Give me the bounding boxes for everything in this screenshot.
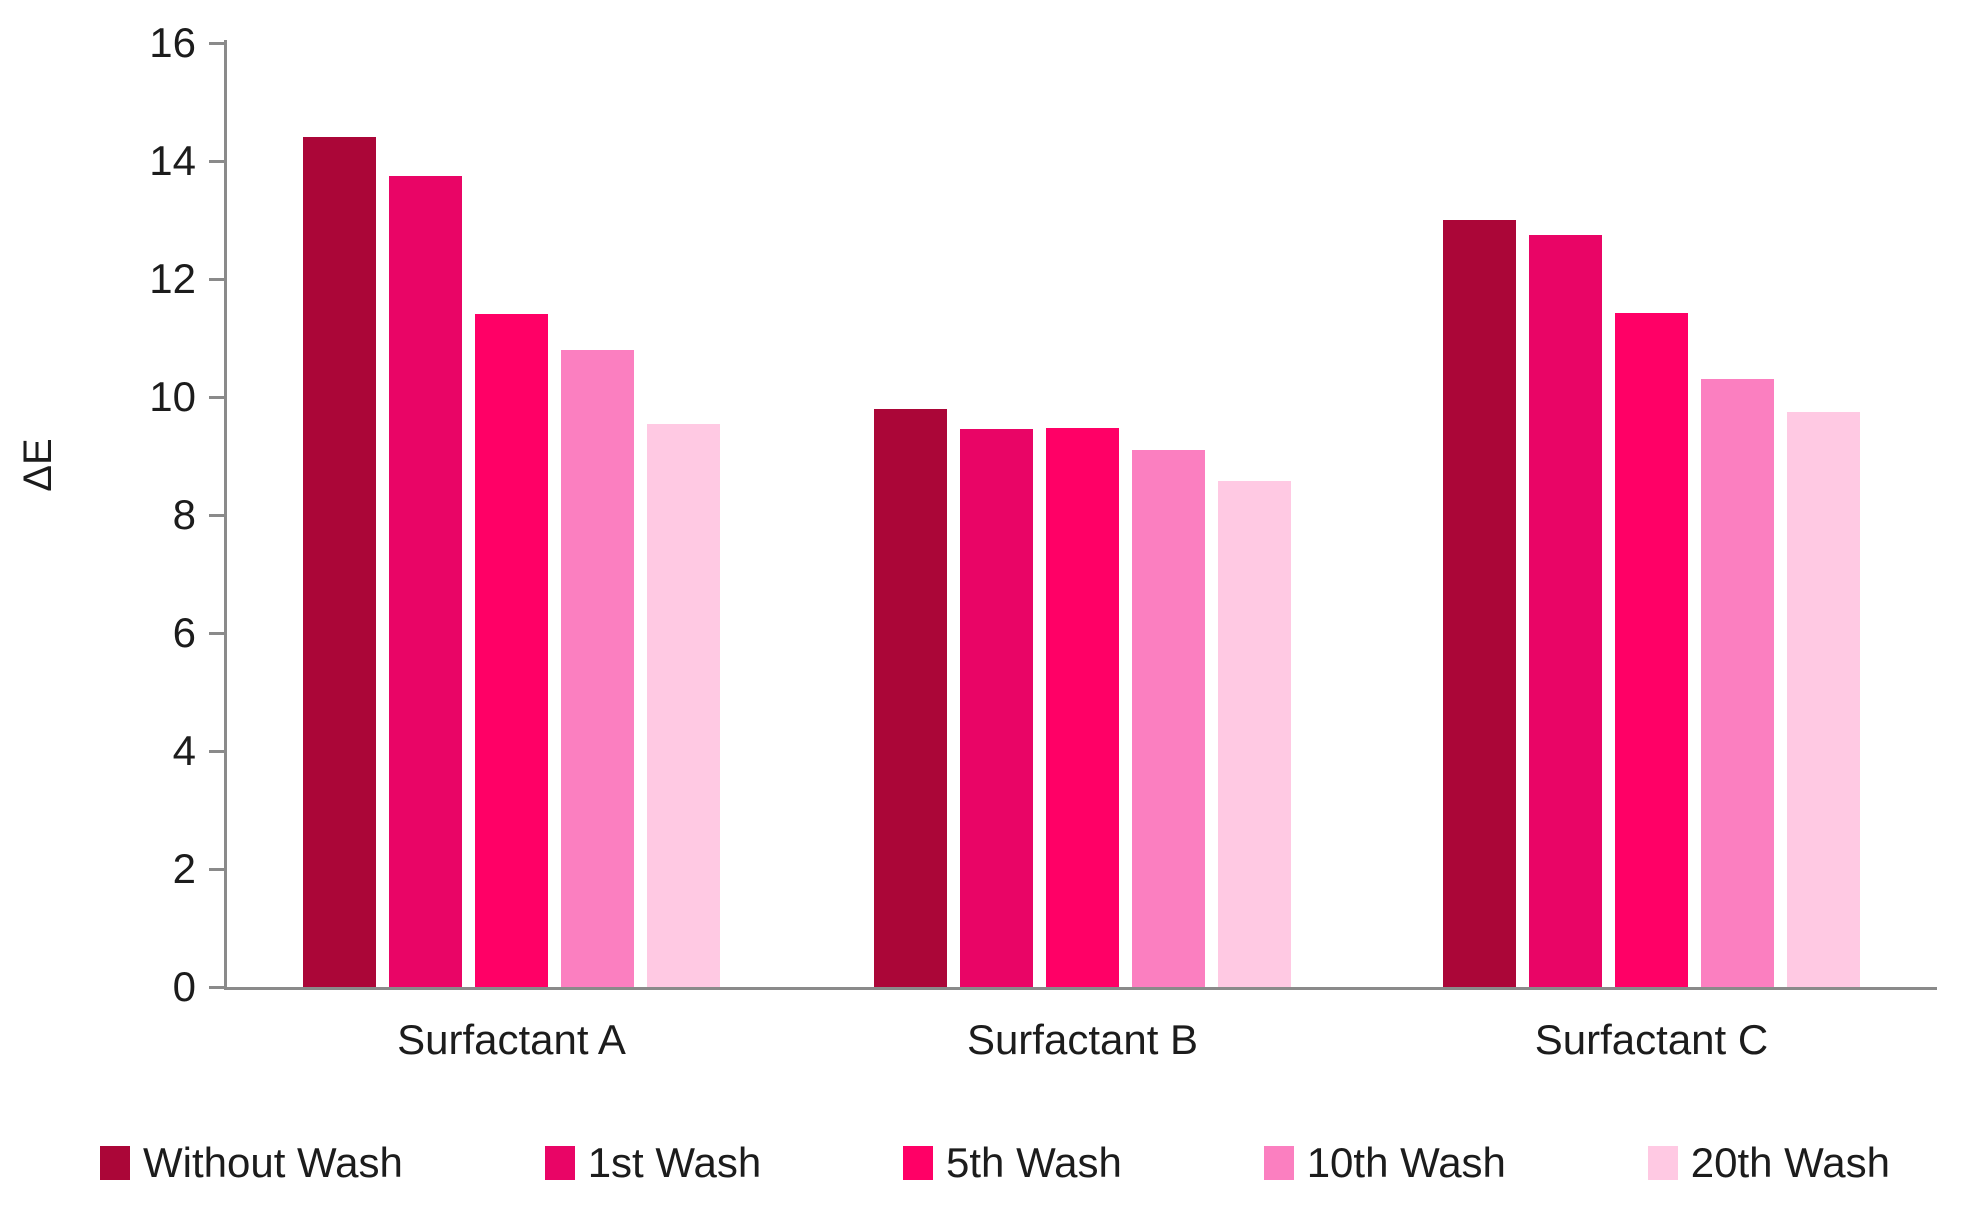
legend: Without Wash 1st Wash 5th Wash 10th Wash 20t…: [100, 1132, 1890, 1194]
bar-surfactant-a-1st-wash: [389, 176, 462, 987]
bar-surfactant-c-1st-wash: [1529, 235, 1602, 987]
legend-swatch-icon: [100, 1146, 130, 1180]
y-axis-line: [224, 40, 227, 990]
y-tick-2: [209, 868, 224, 871]
y-tick-10: [209, 396, 224, 399]
legend-swatch-icon: [544, 1146, 575, 1180]
y-tick-0: [209, 986, 224, 989]
legend-label: 5th Wash: [946, 1139, 1122, 1186]
y-tick-14: [209, 160, 224, 163]
legend-item-5th-wash: 5th Wash: [903, 1138, 1122, 1188]
legend-swatch-icon: [1263, 1146, 1294, 1180]
bar-surfactant-c-10th-wash: [1701, 379, 1774, 987]
y-tick-label-8: 8: [172, 491, 196, 538]
y-tick-16: [209, 42, 224, 45]
bar-surfactant-a-10th-wash: [561, 350, 634, 987]
legend-label: 10th Wash: [1306, 1139, 1506, 1186]
legend-label: 20th Wash: [1690, 1139, 1890, 1186]
x-axis-line: [224, 987, 1937, 990]
bar-surfactant-c-without-wash: [1443, 220, 1516, 987]
bar-surfactant-c-5th-wash: [1615, 313, 1688, 987]
bar-surfactant-b-1st-wash: [960, 429, 1033, 987]
legend-item-10th-wash: 10th Wash: [1263, 1138, 1506, 1188]
y-tick-4: [209, 750, 224, 753]
legend-item-20th-wash: 20th Wash: [1647, 1138, 1890, 1188]
bar-surfactant-a-without-wash: [303, 137, 376, 987]
y-tick-label-0: 0: [172, 963, 196, 1010]
y-tick-label-4: 4: [172, 727, 196, 774]
y-tick-label-16: 16: [149, 19, 196, 66]
bar-surfactant-a-5th-wash: [475, 314, 548, 987]
y-tick-label-12: 12: [149, 255, 196, 302]
legend-swatch-icon: [1647, 1146, 1678, 1180]
bar-surfactant-c-20th-wash: [1787, 412, 1860, 987]
y-tick-8: [209, 514, 224, 517]
legend-swatch-icon: [903, 1146, 934, 1180]
bar-surfactant-b-without-wash: [874, 409, 947, 987]
y-tick-label-14: 14: [149, 137, 196, 184]
bar-surfactant-a-20th-wash: [647, 424, 720, 987]
y-tick-label-10: 10: [149, 373, 196, 420]
legend-item-without-wash: Without Wash: [100, 1138, 403, 1188]
y-axis-title: ΔE: [16, 438, 60, 492]
legend-label: 1st Wash: [587, 1139, 762, 1186]
category-label-surfactant-c: Surfactant C: [1534, 1016, 1769, 1063]
category-label-surfactant-a: Surfactant A: [397, 1016, 626, 1063]
y-tick-12: [209, 278, 224, 281]
y-tick-label-6: 6: [172, 609, 196, 656]
legend-label: Without Wash: [143, 1139, 403, 1186]
bar-surfactant-b-20th-wash: [1218, 481, 1291, 987]
category-label-surfactant-b: Surfactant B: [966, 1016, 1199, 1063]
bar-surfactant-b-10th-wash: [1132, 450, 1205, 987]
y-tick-6: [209, 632, 224, 635]
y-tick-label-2: 2: [172, 845, 196, 892]
legend-item-1st-wash: 1st Wash: [544, 1138, 762, 1188]
bar-surfactant-b-5th-wash: [1046, 428, 1119, 987]
